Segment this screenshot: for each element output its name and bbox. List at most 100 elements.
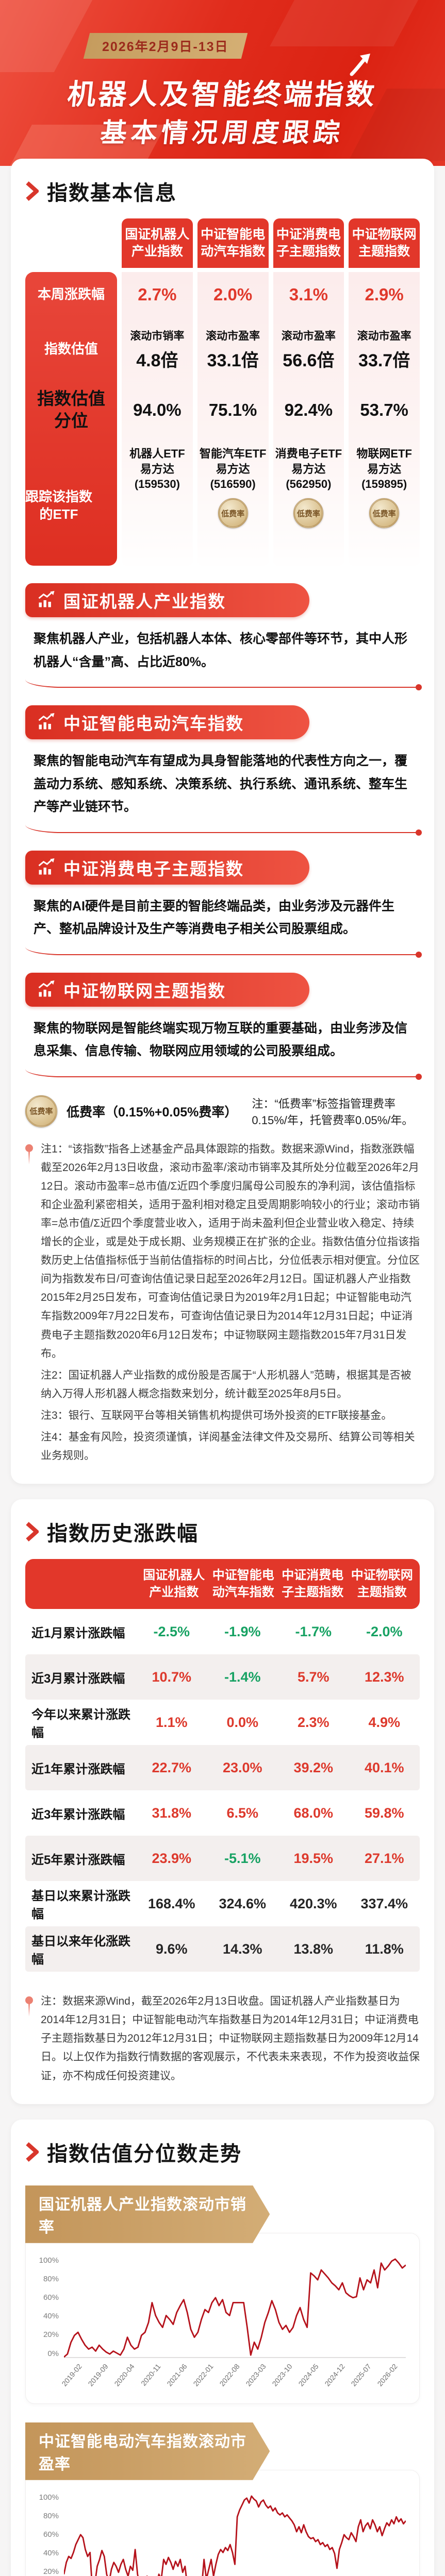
bar-chart-icon [38,591,55,607]
valuation-metric-label: 滚动市盈率 [357,330,411,342]
index-section-header: 国证机器人产业指数 [25,583,309,617]
history-table-row: 近1月累计涨跌幅 -2.5% -1.9% -1.7% -2.0% [25,1609,420,1654]
valuation-value: 33.7倍 [358,350,410,370]
index-description-body: 聚焦的物联网是智能终端实现万物互联的重要基础，由业务涉及信息采集、信息传输、物联… [25,1007,422,1080]
valuation-cell: 滚动市盈率 56.6倍 [273,317,344,381]
history-table: 国证机器人 产业指数 中证智能电 动汽车指数 中证消费电 子主题指数 中证物联网 主题… [25,1559,420,1972]
etf-company: 易方达 [367,462,402,476]
note-text: 注4：基金有风险，投资须谨慎，详阅基金法律文件及交易所、结算公司等相关业务规则。 [41,1431,415,1462]
row-label: 跟踪该指数 的ETF [25,489,93,522]
x-tick-label: 2022-01 [191,2362,215,2388]
x-tick-label: 2022-08 [218,2362,241,2388]
index-section-title: 中证消费电子主题指数 [63,859,244,878]
x-tick-label: 2020-11 [139,2362,162,2387]
etf-cell: 物联网ETF 易方达 (159895) 低费率 [349,439,420,566]
section-title: 指数估值分位数走势 [47,2142,242,2165]
index-description-body: 聚焦机器人产业，包括机器人本体、核心零部件等环节，其中人形机器人“含量”高、占比… [25,617,422,690]
y-tick-label: 100% [39,2493,59,2502]
history-value: 11.8% [365,1941,404,1957]
bar-chart-icon [38,980,55,996]
index-section-title: 中证智能电动汽车指数 [63,714,244,733]
valuation-metric-label: 滚动市销率 [130,330,185,342]
x-tick: 2023-10 [270,2358,301,2398]
bar-chart-icon [38,713,55,730]
low-fee-badge-icon: 低费率 [369,498,400,529]
date-badge-text: 2026年2月9日-13日 [102,40,229,54]
index-section-header: 中证消费电子主题指数 [25,850,309,885]
x-tick-label: 2020-04 [112,2362,136,2388]
bar-chart-icon [38,858,55,874]
y-tick-label: 80% [43,2511,59,2520]
history-value: -2.5% [153,1623,190,1639]
x-tick-label: 2023-10 [270,2362,294,2388]
basic-info-table: 本周涨跌幅 指数估值 指数估值 分位 跟踪该指数 的ETF 国证机器人 产业指数 2.7%… [25,218,420,566]
x-tick: 2025-07 [349,2358,380,2398]
index-description-body: 聚焦的AI硬件是目前主要的智能终端品类，由业务涉及元器件生产、整机品牌设计及生产… [25,885,422,958]
index-description-section: 中证物联网主题指数 聚焦的物联网是智能终端实现万物互联的重要基础，由业务涉及信息采… [25,972,422,1080]
history-value: 10.7% [152,1669,192,1685]
x-tick: 2023-03 [244,2358,274,2398]
index-table-label-column: 本周涨跌幅 指数估值 指数估值 分位 跟踪该指数 的ETF [25,272,117,566]
chart-banner: 国证机器人产业指数滚动市销率 [25,2185,270,2243]
history-value: 23.0% [222,1759,262,1775]
history-value: 337.4% [360,1895,408,1911]
index-description-section: 国证机器人产业指数 聚焦机器人产业，包括机器人本体、核心零部件等环节，其中人形机器… [25,583,422,690]
valuation-chart-block: 国证机器人产业指数滚动市销率 100% 80% 60% 40% 20% 0% 2019-02 2… [25,2185,420,2404]
pin-icon [25,1144,33,1164]
history-table-row: 基日以来年化涨跌幅 9.6% 14.3% 13.8% 11.8% [25,1926,420,1972]
valuation-metric-label: 滚动市盈率 [206,330,260,342]
line-chart-plot [64,2495,406,2576]
valuation-cell: 滚动市盈率 33.1倍 [197,317,269,381]
history-value: 9.6% [155,1941,188,1957]
basic-info-card: 指数基本信息 本周涨跌幅 指数估值 指数估值 分位 跟踪该指数 的ETF 国证机器人 产… [11,159,434,1484]
chevron-icon [26,2142,39,2162]
valuation-chart-block: 中证智能电动汽车指数滚动市盈率100%80%60%40%20%0%2014-12… [25,2422,420,2576]
etf-company: 易方达 [140,462,174,476]
chart-card: 100% 80% 60% 40% 20% 0% 2019-02 2019-09 2020-04 2… [25,2232,420,2404]
chevron-icon [26,181,39,201]
history-table-row: 近1年累计涨跌幅 22.7% 23.0% 39.2% 40.1% [25,1745,420,1791]
history-column-header: 中证消费电 子主题指数 [282,1568,344,1599]
etf-name: 智能汽车ETF [199,447,267,460]
basic-info-notes: 注1：“该指数”指各上述基金产品具体跟踪的指数。数据来源Wind，指数涨跌幅截至… [25,1140,420,1466]
history-value: 27.1% [364,1850,404,1866]
chart-banner: 中证智能电动汽车指数滚动市盈率 [25,2422,270,2480]
index-description-body: 聚焦的智能电动汽车有望成为具身智能落地的代表性方向之一，覆盖动力系统、感知系统、… [25,739,422,835]
etf-name: 消费电子ETF [275,447,342,460]
weekly-change-value: 2.7% [138,285,177,304]
valuation-cell: 滚动市销率 4.8倍 [122,317,193,381]
history-table-row: 近3年累计涨跌幅 31.8% 6.5% 68.0% 59.8% [25,1790,420,1836]
date-badge: 2026年2月9日-13日 [83,33,248,59]
x-tick-label: 2021-06 [165,2362,189,2388]
column-body: 2.9% 滚动市盈率 33.7倍 53.7% 物联网ETF 易方达 (159895) 低费率 [349,272,420,566]
history-value: 420.3% [289,1895,337,1911]
history-value: 23.9% [152,1850,192,1866]
history-table-row: 今年以来累计涨跌幅 1.1% 0.0% 2.3% 4.9% [25,1700,420,1745]
index-description-text: 聚焦的物联网是智能终端实现万物互联的重要基础，由业务涉及信息采集、信息传输、物联… [34,1021,408,1059]
history-note-text: 注：数据来源Wind，截至2026年2月13日收盘。国证机器人产业指数基日为20… [41,1995,420,2082]
valuation-percentile-value: 92.4% [284,400,333,419]
column-header: 中证消费电 子主题指数 [273,218,344,268]
y-tick-label: 20% [43,2330,59,2340]
valuation-value: 33.1倍 [207,350,259,370]
history-row-label: 今年以来累计涨跌幅 [31,1708,130,1740]
history-value: 4.9% [368,1714,401,1730]
y-tick-label: 80% [43,2274,59,2283]
x-tick: 2022-01 [191,2358,222,2398]
history-value: 0.0% [226,1714,259,1730]
column-header: 国证机器人 产业指数 [122,218,193,268]
row-label: 指数估值 分位 [37,389,105,430]
history-row-label: 基日以来累计涨跌幅 [31,1889,130,1922]
history-heading-row: 指数历史涨跌幅 [25,1517,420,1547]
y-tick-label: 0% [47,2349,59,2358]
low-fee-note: 注：“低费率”标签指管理费率0.15%/年，托管费率0.05%/年。 [252,1097,414,1127]
index-column: 中证消费电 子主题指数 3.1% 滚动市盈率 56.6倍 92.4% 消费电子ETF 易方达… [273,218,344,566]
valuation-value: 4.8倍 [136,350,178,370]
etf-code: (159530) [134,478,180,491]
history-value: -2.0% [366,1623,403,1639]
low-fee-badge-icon: 低费率 [218,498,248,529]
valuation-percentile-value: 75.1% [208,400,257,419]
index-description-section: 中证智能电动汽车指数聚焦的智能电动汽车有望成为具身智能落地的代表性方向之一，覆盖… [25,705,422,835]
index-section-header: 中证智能电动汽车指数 [25,705,309,739]
